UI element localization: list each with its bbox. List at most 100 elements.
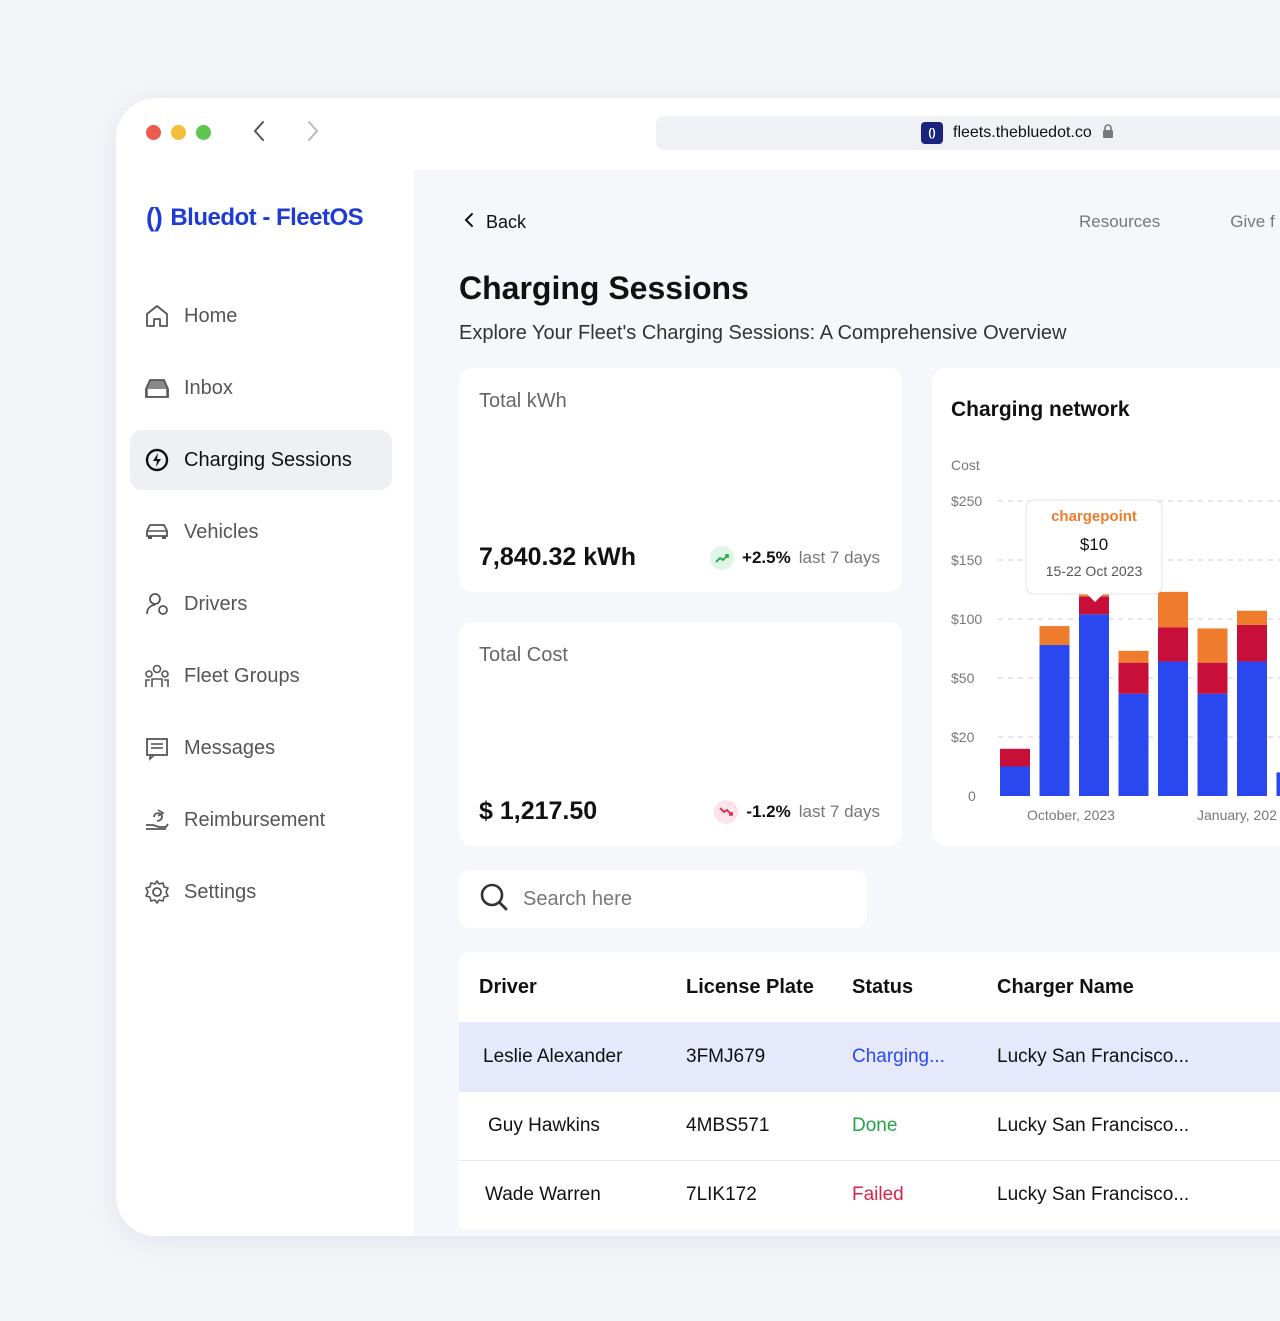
table-row[interactable]: Wade Warren 7LIK172 Failed Lucky San Fra… xyxy=(459,1160,1280,1229)
bar-segment xyxy=(1197,628,1228,663)
window-controls xyxy=(146,125,211,140)
sidebar-item-label: Charging Sessions xyxy=(184,448,352,471)
tooltip-pointer xyxy=(1086,593,1104,602)
trend-indicator: -1.2% last 7 days xyxy=(714,800,880,824)
y-tick-label: $250 xyxy=(951,493,982,509)
table-row[interactable]: Leslie Alexander 3FMJ679 Charging... Luc… xyxy=(459,1022,1280,1091)
reimbursement-icon xyxy=(144,807,170,833)
sidebar-item-vehicles[interactable]: Vehicles xyxy=(130,502,392,562)
search-input[interactable] xyxy=(523,887,843,911)
trend-value: +2.5% xyxy=(742,548,791,567)
cell-status: Charging... xyxy=(852,1045,945,1067)
resources-link[interactable]: Resources xyxy=(1079,212,1161,231)
chargepoint-logo-icon: chargepoint xyxy=(1051,508,1137,525)
sidebar-item-drivers[interactable]: Drivers xyxy=(130,574,392,634)
give-feedback-link[interactable]: Give f xyxy=(1230,212,1275,231)
charging-icon xyxy=(144,447,170,473)
trend-period: last 7 days xyxy=(798,548,880,567)
message-icon xyxy=(144,735,170,761)
total-kwh-card: Total kWh 7,840.32 kWh +2.5% last 7 days xyxy=(459,368,902,592)
y-tick-label: $100 xyxy=(951,611,982,627)
column-header-driver[interactable]: Driver xyxy=(479,975,537,998)
bar-segment xyxy=(1197,662,1228,694)
trend-period: last 7 days xyxy=(798,802,880,821)
trend-up-icon xyxy=(710,546,735,570)
bar-segment xyxy=(1158,661,1188,796)
cell-plate: 4MBS571 xyxy=(686,1115,770,1136)
browser-window: () fleets.thebluedot.co () Bluedot - Fle… xyxy=(116,98,1280,1236)
bar-segment xyxy=(1079,614,1109,796)
chevron-left-icon xyxy=(464,212,474,233)
sidebar-item-charging-sessions[interactable]: Charging Sessions xyxy=(130,430,392,490)
charging-network-chart: Cost $250 $150 $100 $50 $20 0 October, 2023 Janu… xyxy=(951,457,1280,823)
y-tick-label: $150 xyxy=(951,552,982,568)
site-favicon-icon: () xyxy=(921,122,943,144)
y-tick-label: $20 xyxy=(951,729,975,745)
cell-charger: Lucky San Francisco... xyxy=(997,1045,1190,1067)
sidebar-item-messages[interactable]: Messages xyxy=(130,718,392,778)
column-header-license-plate[interactable]: License Plate xyxy=(686,975,814,998)
sidebar-item-label: Vehicles xyxy=(184,520,259,543)
sidebar-item-label: Drivers xyxy=(184,592,248,615)
x-tick-label: January, 202 xyxy=(1197,807,1277,823)
table-header: Driver License Plate Status Charger Name xyxy=(459,952,1280,1022)
bar-segment xyxy=(1237,661,1267,796)
sidebar-item-label: Settings xyxy=(184,880,257,903)
bar-segment xyxy=(1000,766,1030,796)
inbox-icon xyxy=(144,375,170,401)
bar-segment xyxy=(1158,591,1188,628)
address-bar[interactable]: () fleets.thebluedot.co xyxy=(656,116,1280,150)
sidebar-item-home[interactable]: Home xyxy=(130,286,392,346)
charging-network-chart-card: Charging network Cost $250 $150 $100 $50 $20 0… xyxy=(932,368,1280,846)
main-content: Back Resources Give f Charging Sessions … xyxy=(414,170,1280,1236)
bar-segment xyxy=(1276,772,1280,796)
bar-segment xyxy=(1118,662,1149,694)
bar-segment xyxy=(1197,693,1228,796)
page-subtitle: Explore Your Fleet's Charging Sessions: … xyxy=(459,322,1067,344)
sidebar-item-label: Messages xyxy=(184,736,276,759)
trend-down-icon xyxy=(714,800,739,824)
cell-status: Failed xyxy=(852,1184,904,1205)
tooltip-dates: 15-22 Oct 2023 xyxy=(1046,563,1143,579)
chart-title: Charging network xyxy=(951,398,1130,421)
y-tick-label: 0 xyxy=(968,788,976,804)
gear-icon xyxy=(144,879,170,905)
lock-icon xyxy=(1102,123,1114,143)
search-bar[interactable] xyxy=(459,870,867,928)
sidebar-item-label: Home xyxy=(184,304,238,327)
column-header-charger-name[interactable]: Charger Name xyxy=(997,975,1134,998)
table-row[interactable]: Guy Hawkins 4MBS571 Done Lucky San Franc… xyxy=(459,1091,1280,1160)
group-icon xyxy=(144,663,170,689)
sidebar-nav: Home Inbox Charging Sessions Vehicles Dr… xyxy=(130,286,392,934)
trend-indicator: +2.5% last 7 days xyxy=(710,546,880,570)
app-logo[interactable]: () Bluedot - FleetOS xyxy=(146,202,364,233)
trend-value: -1.2% xyxy=(746,802,791,821)
tooltip-value: $10 xyxy=(1080,535,1108,554)
search-icon xyxy=(479,882,509,917)
card-label: Total kWh xyxy=(479,390,567,412)
minimize-window-button[interactable] xyxy=(171,125,186,140)
y-axis-label: Cost xyxy=(951,457,980,473)
close-window-button[interactable] xyxy=(146,125,161,140)
sidebar-item-settings[interactable]: Settings xyxy=(130,862,392,922)
home-icon xyxy=(144,303,170,329)
bar-segment xyxy=(1000,748,1030,767)
sidebar: () Bluedot - FleetOS Home Inbox Charging… xyxy=(116,170,414,1236)
browser-forward-icon[interactable] xyxy=(306,120,320,148)
car-icon xyxy=(144,519,170,545)
y-tick-label: $50 xyxy=(951,670,975,686)
sidebar-item-label: Reimbursement xyxy=(184,808,326,831)
page-title: Charging Sessions xyxy=(459,270,749,306)
bluedot-logo-icon: () xyxy=(146,202,163,232)
sidebar-item-fleet-groups[interactable]: Fleet Groups xyxy=(130,646,392,706)
column-header-status[interactable]: Status xyxy=(852,975,914,998)
browser-back-icon[interactable] xyxy=(252,120,266,148)
sidebar-item-label: Fleet Groups xyxy=(184,664,300,687)
bar-segment xyxy=(1118,650,1149,663)
sidebar-item-inbox[interactable]: Inbox xyxy=(130,358,392,418)
sidebar-item-reimbursement[interactable]: Reimbursement xyxy=(130,790,392,850)
maximize-window-button[interactable] xyxy=(196,125,211,140)
back-button[interactable]: Back xyxy=(464,212,526,233)
cell-status: Done xyxy=(852,1115,898,1136)
card-value: $ 1,217.50 xyxy=(479,797,598,825)
